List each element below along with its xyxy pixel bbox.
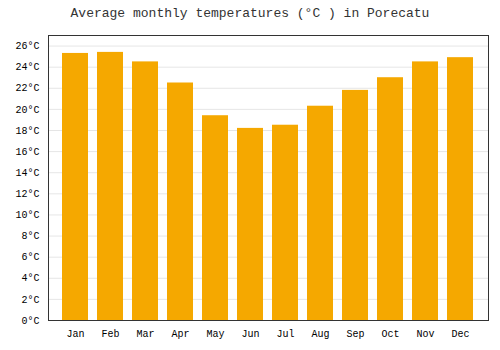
svg-text:22°C: 22°C (15, 83, 39, 94)
svg-text:Jul: Jul (276, 329, 294, 340)
svg-text:14°C: 14°C (15, 168, 39, 179)
svg-text:Dec: Dec (451, 329, 469, 340)
svg-text:24°C: 24°C (15, 62, 39, 73)
html-text:Average monthly temperatures (: Average monthly temperatures (°C ) in Po… (70, 6, 430, 21)
svg-text:6°C: 6°C (21, 252, 39, 263)
svg-text:Jan: Jan (66, 329, 84, 340)
svg-text:16°C: 16°C (15, 147, 39, 158)
svg-text:2°C: 2°C (21, 295, 39, 306)
svg-text:Jun: Jun (241, 329, 259, 340)
svg-text:20°C: 20°C (15, 105, 39, 116)
svg-text:26°C: 26°C (15, 41, 39, 52)
svg-text:18°C: 18°C (15, 126, 39, 137)
svg-text:Oct: Oct (381, 329, 399, 340)
svg-text:Nov: Nov (416, 329, 434, 340)
svg-text:4°C: 4°C (21, 273, 39, 284)
svg-text:12°C: 12°C (15, 189, 39, 200)
svg-text:Sep: Sep (346, 329, 364, 340)
svg-text:Mar: Mar (136, 329, 154, 340)
svg-text:8°C: 8°C (21, 231, 39, 242)
svg-text:0°C: 0°C (21, 316, 39, 327)
svg-text:Aug: Aug (311, 329, 329, 340)
svg-text:10°C: 10°C (15, 210, 39, 221)
svg-text:Feb: Feb (101, 329, 119, 340)
svg-text:May: May (206, 329, 224, 340)
svg-text:Apr: Apr (171, 329, 189, 340)
